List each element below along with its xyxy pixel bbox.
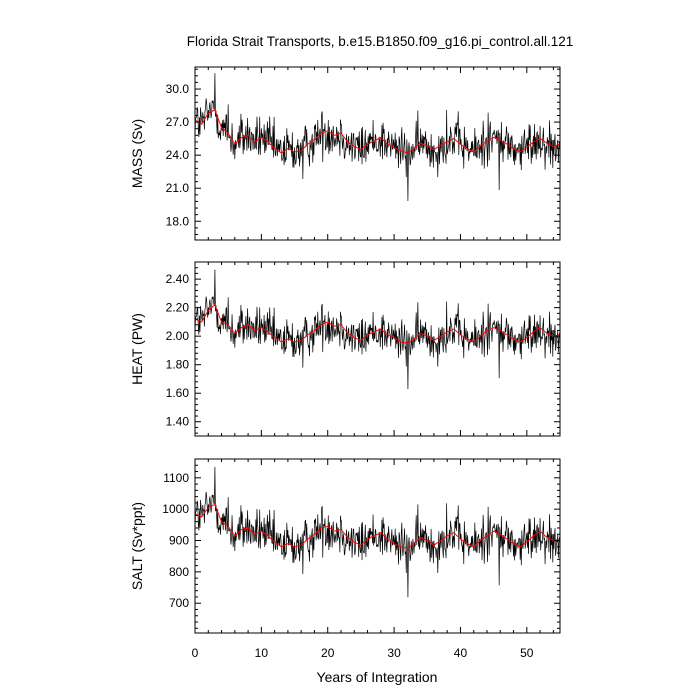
series-smooth-mass	[194, 109, 561, 154]
y-tick-label-salt: 800	[169, 565, 189, 579]
series-raw-mass	[194, 73, 560, 201]
y-tick-label-mass: 27.0	[166, 115, 190, 129]
chart-title: Florida Strait Transports, b.e15.B1850.f…	[187, 34, 574, 49]
plot-frame-heat	[194, 261, 561, 437]
y-tick-label-mass: 18.0	[166, 214, 190, 228]
x-tick-label: 20	[321, 646, 335, 660]
x-axis-label: Years of Integration	[317, 669, 438, 685]
series-raw-salt	[194, 466, 560, 598]
y-tick-label-mass: 21.0	[166, 181, 190, 195]
plot-frame-mass	[194, 66, 561, 241]
y-tick-label-mass: 30.0	[166, 82, 190, 96]
series-raw-heat	[194, 269, 560, 390]
y-axis-label-mass: MASS (Sv)	[129, 119, 145, 188]
y-tick-label-salt: 900	[169, 534, 189, 548]
y-axis-label-heat: HEAT (PW)	[129, 313, 145, 385]
panels: 18.0 21.0 24.0 27.0 30.0 MASS (Sv) 1.40 1.60 1.8…	[129, 66, 561, 660]
y-tick-label-heat: 1.40	[166, 415, 190, 429]
x-tick-label: 40	[454, 646, 468, 660]
plot-frame-salt	[194, 458, 561, 634]
series-smooth-heat	[194, 303, 561, 344]
y-tick-label-heat: 2.40	[166, 272, 190, 286]
x-tick-label: 10	[255, 646, 269, 660]
y-tick-label-heat: 1.60	[166, 386, 190, 400]
y-tick-label-salt: 1100	[163, 471, 189, 485]
y-tick-label-heat: 1.80	[166, 358, 190, 372]
y-tick-label-salt: 1000	[162, 502, 189, 516]
y-tick-label-heat: 2.20	[166, 301, 190, 315]
x-tick-label: 0	[192, 646, 199, 660]
x-tick-label: 30	[387, 646, 401, 660]
y-tick-label-mass: 24.0	[166, 148, 190, 162]
series-smooth-salt	[194, 503, 561, 549]
panel-mass: 18.0 21.0 24.0 27.0 30.0 MASS (Sv)	[129, 66, 561, 241]
x-tick-label: 50	[520, 646, 534, 660]
panel-heat: 1.40 1.60 1.80 2.00 2.20 2.40 HEAT (PW)	[129, 261, 561, 437]
panel-salt: 700 800 900 1000 1100 SALT (Sv*ppt) 0 10 20 30 40 5…	[129, 458, 561, 660]
y-tick-label-salt: 700	[169, 596, 189, 610]
y-axis-label-salt: SALT (Sv*ppt)	[129, 502, 145, 590]
y-tick-label-heat: 2.00	[166, 329, 190, 343]
